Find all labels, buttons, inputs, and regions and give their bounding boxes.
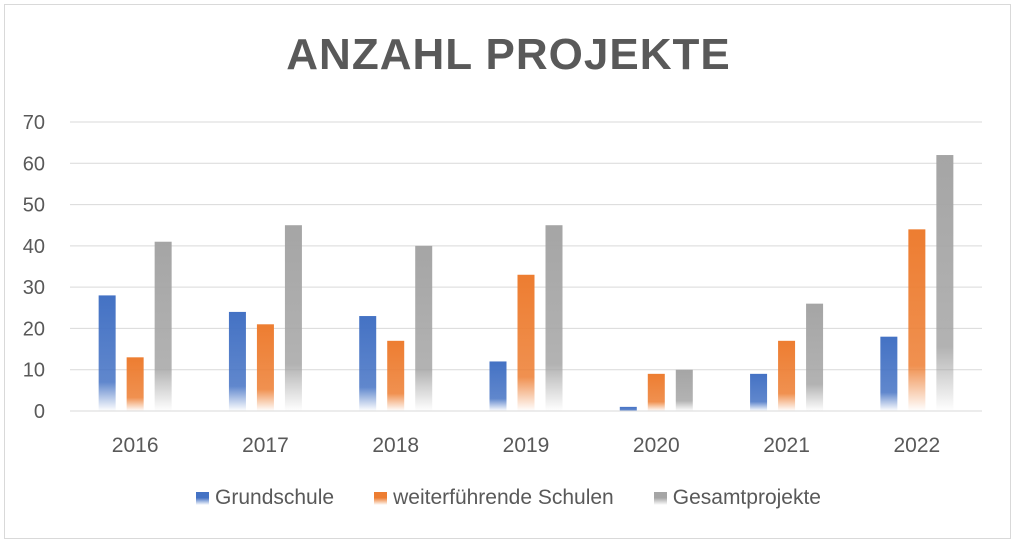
bar-gesamtprojekte-2019 <box>545 225 563 411</box>
y-tick-label: 60 <box>23 153 45 175</box>
bar-gesamtprojekte-2021 <box>806 303 824 411</box>
bar-grundschule-2020 <box>619 406 637 411</box>
y-tick-label: 40 <box>23 236 45 258</box>
bar-weiterführende-schulen-2019 <box>517 274 535 411</box>
x-tick-label: 2016 <box>112 434 159 457</box>
bar-gesamtprojekte-2018 <box>415 245 433 411</box>
bar-gesamtprojekte-2017 <box>284 225 302 411</box>
legend-item: Gesamtprojekte <box>653 486 821 510</box>
legend-label: weiterführende Schulen <box>393 486 614 509</box>
x-tick-label: 2019 <box>503 434 550 457</box>
bar-weiterführende-schulen-2020 <box>647 373 665 411</box>
y-tick-label: 20 <box>23 318 45 340</box>
y-tick-label: 70 <box>23 112 45 134</box>
bar-weiterführende-schulen-2017 <box>256 324 274 411</box>
legend-item: Grundschule <box>196 486 334 510</box>
bar-gesamtprojekte-2020 <box>675 369 693 411</box>
y-tick-label: 10 <box>23 360 45 382</box>
bar-grundschule-2017 <box>228 311 246 411</box>
bar-weiterführende-schulen-2021 <box>778 340 796 411</box>
bar-gesamtprojekte-2022 <box>936 155 954 411</box>
x-tick-label: 2020 <box>633 434 680 457</box>
x-tick-label: 2018 <box>372 434 419 457</box>
bar-weiterführende-schulen-2018 <box>387 340 405 411</box>
legend-label: Grundschule <box>215 486 335 509</box>
legend-swatch <box>374 491 388 505</box>
bar-weiterführende-schulen-2022 <box>908 229 926 411</box>
x-tick-label: 2022 <box>893 434 940 457</box>
bar-grundschule-2016 <box>98 295 116 411</box>
y-tick-label: 0 <box>34 401 45 423</box>
y-tick-label: 50 <box>23 195 45 217</box>
legend-item: weiterführende Schulen <box>374 486 614 510</box>
x-tick-label: 2017 <box>242 434 289 457</box>
bar-grundschule-2019 <box>489 361 507 411</box>
bar-gesamtprojekte-2016 <box>154 241 172 411</box>
y-tick-label: 30 <box>23 277 45 299</box>
legend-label: Gesamtprojekte <box>672 486 821 509</box>
chart-title: ANZAHL PROJEKTE <box>286 30 731 79</box>
bar-grundschule-2022 <box>880 336 898 411</box>
bar-weiterführende-schulen-2016 <box>126 357 144 411</box>
chart-legend: Grundschule weiterführende Schulen Gesamtp… <box>0 486 1017 510</box>
chart-frame <box>4 4 1011 539</box>
bar-grundschule-2021 <box>750 373 768 411</box>
legend-swatch <box>196 491 210 505</box>
bar-grundschule-2018 <box>359 316 377 411</box>
x-tick-label: 2021 <box>763 434 810 457</box>
legend-swatch <box>653 491 667 505</box>
